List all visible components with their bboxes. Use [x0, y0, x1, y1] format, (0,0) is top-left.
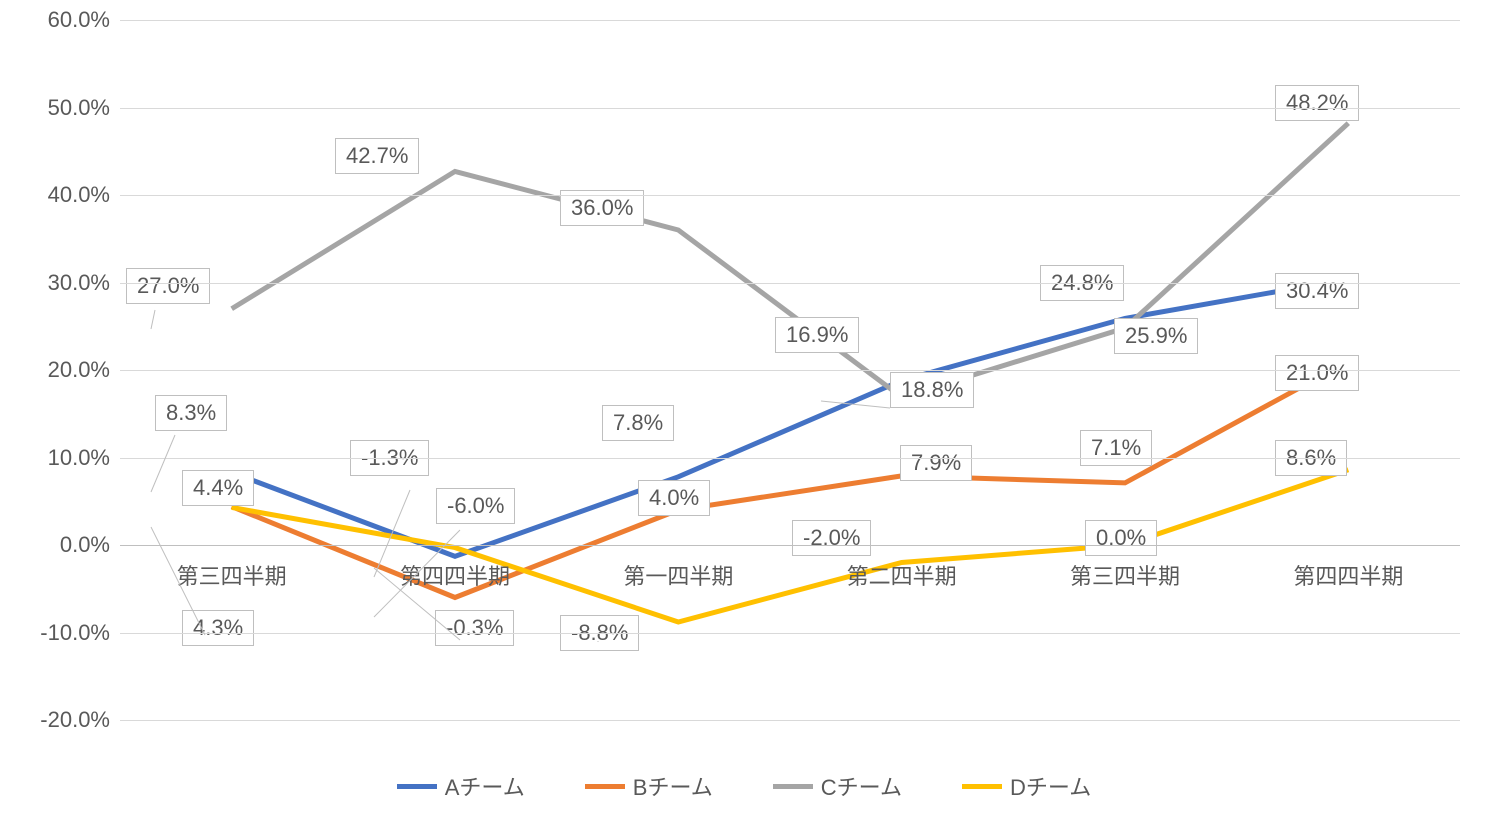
- data-label: 4.3%: [182, 610, 254, 646]
- gridline: [120, 20, 1460, 21]
- legend-label: Aチーム: [445, 770, 525, 802]
- gridline: [120, 458, 1460, 459]
- gridline: [120, 195, 1460, 196]
- y-tick-label: 20.0%: [10, 357, 110, 383]
- data-label: 4.0%: [638, 480, 710, 516]
- y-tick-label: 40.0%: [10, 182, 110, 208]
- data-label: 8.3%: [155, 395, 227, 431]
- legend-swatch: [962, 784, 1002, 789]
- gridline: [120, 633, 1460, 634]
- data-label: 4.4%: [182, 470, 254, 506]
- gridline: [120, 720, 1460, 721]
- gridline: [120, 108, 1460, 109]
- legend-item: Cチーム: [773, 770, 902, 802]
- data-label: 0.0%: [1085, 520, 1157, 556]
- data-label: 27.0%: [126, 268, 210, 304]
- y-tick-label: 10.0%: [10, 445, 110, 471]
- x-tick-label: 第二四半期: [847, 559, 957, 591]
- x-tick-label: 第三四半期: [1070, 559, 1180, 591]
- y-tick-label: -20.0%: [10, 707, 110, 733]
- data-label: -2.0%: [792, 520, 871, 556]
- data-label: 7.9%: [900, 445, 972, 481]
- legend-item: Aチーム: [397, 770, 525, 802]
- x-tick-label: 第一四半期: [623, 559, 733, 591]
- legend-item: Bチーム: [585, 770, 713, 802]
- data-label: 25.9%: [1114, 318, 1198, 354]
- line-chart: 第三四半期第四四半期第一四半期第二四半期第三四半期第四四半期 8.3%-1.3%…: [0, 0, 1488, 814]
- gridline: [120, 545, 1460, 546]
- data-label: 7.1%: [1080, 430, 1152, 466]
- data-label: 21.0%: [1275, 355, 1359, 391]
- legend-label: Dチーム: [1010, 770, 1091, 802]
- gridline: [120, 370, 1460, 371]
- data-label: -0.3%: [435, 610, 514, 646]
- y-tick-label: 0.0%: [10, 532, 110, 558]
- data-label: 42.7%: [335, 138, 419, 174]
- x-tick-label: 第三四半期: [177, 559, 287, 591]
- legend-swatch: [585, 784, 625, 789]
- legend-label: Cチーム: [821, 770, 902, 802]
- legend-swatch: [397, 784, 437, 789]
- y-tick-label: -10.0%: [10, 620, 110, 646]
- x-tick-label: 第四四半期: [400, 559, 510, 591]
- legend-item: Dチーム: [962, 770, 1091, 802]
- data-label: -6.0%: [436, 488, 515, 524]
- data-label: 18.8%: [890, 372, 974, 408]
- legend-swatch: [773, 784, 813, 789]
- gridline: [120, 283, 1460, 284]
- y-tick-label: 50.0%: [10, 95, 110, 121]
- data-label: 16.9%: [775, 317, 859, 353]
- data-label: 48.2%: [1275, 85, 1359, 121]
- x-tick-label: 第四四半期: [1293, 559, 1403, 591]
- data-label: 7.8%: [602, 405, 674, 441]
- data-label: 30.4%: [1275, 273, 1359, 309]
- y-tick-label: 30.0%: [10, 270, 110, 296]
- y-tick-label: 60.0%: [10, 7, 110, 33]
- legend-label: Bチーム: [633, 770, 713, 802]
- legend: Aチーム Bチーム Cチーム Dチーム: [0, 770, 1488, 802]
